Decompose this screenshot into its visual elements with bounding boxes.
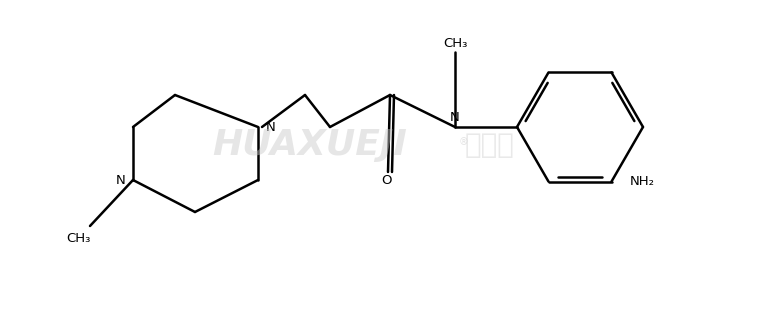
Text: CH₃: CH₃ <box>66 231 90 244</box>
Text: N: N <box>115 173 125 187</box>
Text: O: O <box>381 173 391 187</box>
Text: HUAXUEJI: HUAXUEJI <box>212 128 408 162</box>
Text: N: N <box>450 110 460 124</box>
Text: CH₃: CH₃ <box>443 36 467 50</box>
Text: NH₂: NH₂ <box>629 175 655 188</box>
Text: 化学加: 化学加 <box>465 131 515 159</box>
Text: ®: ® <box>458 137 468 147</box>
Text: N: N <box>266 121 276 133</box>
